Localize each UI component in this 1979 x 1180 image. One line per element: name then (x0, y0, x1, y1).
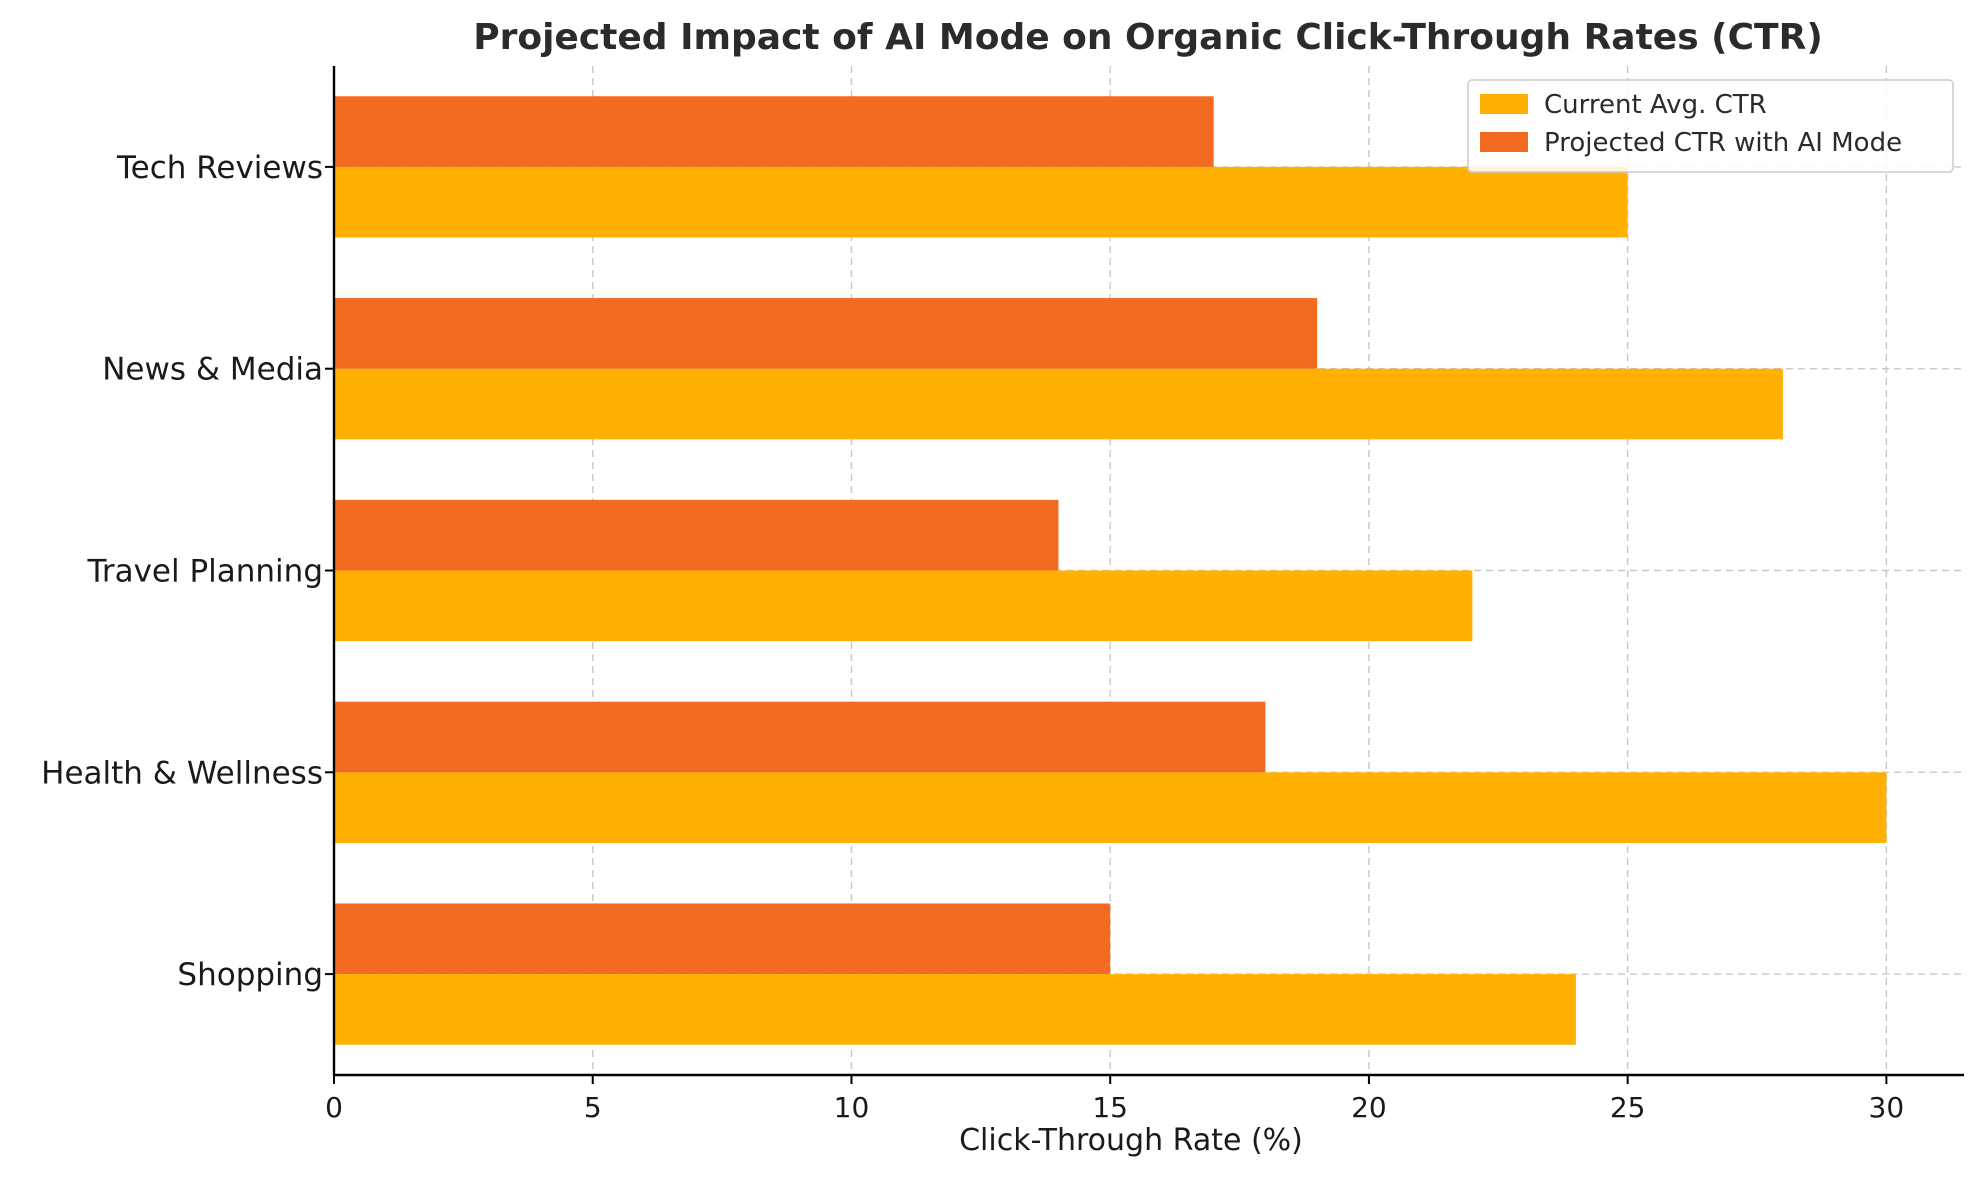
x-tick-label: 30 (1869, 1091, 1905, 1124)
x-axis-title: Click-Through Rate (%) (959, 1123, 1303, 1158)
current-ctr-bar-shopping (334, 974, 1576, 1045)
category-label: Travel Planning (86, 554, 323, 590)
category-label: Tech Reviews (116, 150, 323, 186)
legend-box (1467, 79, 1954, 173)
category-label: Shopping (177, 957, 323, 993)
projected-ctr-bar-health-wellness (334, 701, 1266, 773)
category-label: News & Media (102, 352, 323, 388)
projected-ctr-bar-news-media (334, 298, 1318, 369)
legend: Current Avg. CTR Projected CTR with AI Mo… (1467, 79, 1954, 173)
legend-swatch (1480, 94, 1528, 114)
legend-swatch (1480, 132, 1528, 152)
x-tick-label: 10 (834, 1091, 870, 1124)
x-axis-ticks: 0 5 10 15 20 25 30 (325, 1075, 1904, 1124)
projected-ctr-bar-tech-reviews (334, 96, 1214, 167)
bars (334, 96, 1887, 1045)
y-axis-categories: Shopping Health & Wellness Travel Planning… (41, 150, 334, 993)
projected-ctr-bar-shopping (334, 903, 1111, 975)
x-tick-label: 20 (1351, 1091, 1387, 1124)
projected-ctr-bar-travel-planning (334, 499, 1059, 571)
current-ctr-bar-news-media (334, 368, 1783, 440)
x-tick-label: 5 (584, 1091, 602, 1124)
category-label: Health & Wellness (41, 755, 323, 791)
legend-label: Projected CTR with AI Mode (1544, 128, 1902, 158)
x-tick-label: 15 (1092, 1091, 1128, 1124)
current-ctr-bar-tech-reviews (334, 166, 1628, 238)
current-ctr-bar-travel-planning (334, 570, 1473, 642)
chart-title: Projected Impact of AI Mode on Organic C… (473, 17, 1823, 58)
legend-label: Current Avg. CTR (1544, 90, 1767, 120)
x-tick-label: 25 (1610, 1091, 1646, 1124)
current-ctr-bar-health-wellness (334, 772, 1887, 843)
x-tick-label: 0 (325, 1091, 343, 1124)
